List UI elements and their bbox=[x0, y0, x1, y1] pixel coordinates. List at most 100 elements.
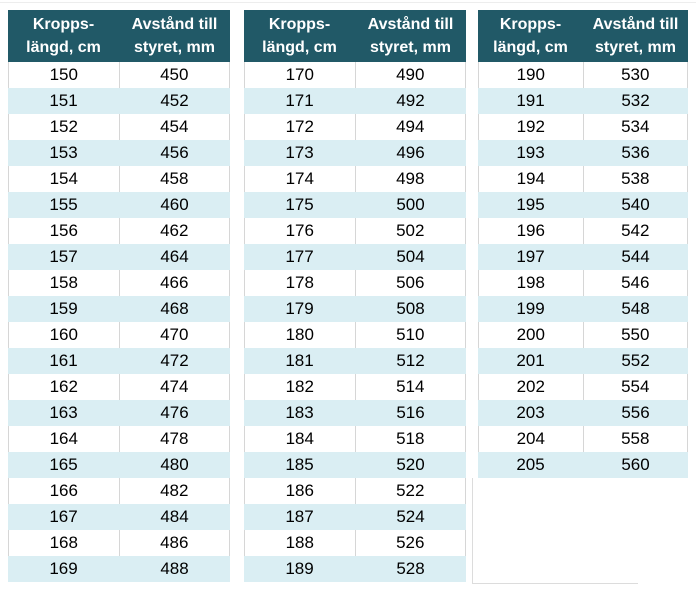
table-cell: 200 bbox=[479, 322, 584, 348]
table-cell: 192 bbox=[479, 114, 584, 140]
table-row: 191 532 bbox=[478, 88, 688, 114]
table-row: 150 450 bbox=[8, 62, 230, 88]
table-row: 204 558 bbox=[478, 426, 688, 452]
table-header-row: Kropps- längd, cm Avstånd till styret, m… bbox=[8, 10, 230, 62]
table-cell: 189 bbox=[285, 559, 314, 578]
table-cell: 520 bbox=[396, 455, 425, 474]
table-row: 159 468 bbox=[8, 296, 230, 322]
gridline-artifact bbox=[472, 583, 638, 584]
table-row: 154 458 bbox=[8, 166, 230, 192]
table-cell: 526 bbox=[356, 530, 466, 556]
table-cell: 498 bbox=[356, 166, 466, 192]
table-cell: 538 bbox=[584, 166, 688, 192]
table-cell: 496 bbox=[396, 143, 425, 162]
table-row: 171 492 bbox=[244, 88, 466, 114]
table-cell: 154 bbox=[9, 166, 120, 192]
size-table-170-189: Kropps- längd, cm Avstånd till styret, m… bbox=[244, 10, 466, 582]
table-cell: 512 bbox=[396, 351, 425, 370]
table-cell: 187 bbox=[285, 507, 314, 526]
table-row: 185 520 bbox=[244, 452, 466, 478]
table-row: 167 484 bbox=[8, 504, 230, 530]
table-header-row: Kropps- längd, cm Avstånd till styret, m… bbox=[478, 10, 688, 62]
column-header-body-height: Kropps- längd, cm bbox=[478, 10, 583, 62]
table-cell: 522 bbox=[356, 478, 466, 504]
column-header-body-height: Kropps- längd, cm bbox=[244, 10, 355, 62]
table-cell: 196 bbox=[479, 218, 584, 244]
gridline-artifact bbox=[472, 478, 473, 584]
table-row: 163 476 bbox=[8, 400, 230, 426]
table-row: 180 510 bbox=[244, 322, 466, 348]
table-cell: 544 bbox=[621, 247, 650, 266]
table-cell: 468 bbox=[160, 299, 189, 318]
table-cell: 159 bbox=[49, 299, 78, 318]
table-row: 169 488 bbox=[8, 556, 230, 582]
column-header-handlebar-distance: Avstånd till styret, mm bbox=[583, 10, 688, 62]
table-cell: 197 bbox=[516, 247, 545, 266]
table-cell: 556 bbox=[621, 403, 650, 422]
table-cell: 198 bbox=[479, 270, 584, 296]
table-cell: 474 bbox=[120, 374, 230, 400]
table-row: 153 456 bbox=[8, 140, 230, 166]
table-cell: 151 bbox=[49, 91, 78, 110]
table-row: 177 504 bbox=[244, 244, 466, 270]
table-cell: 476 bbox=[160, 403, 189, 422]
column-header-body-height: Kropps- längd, cm bbox=[8, 10, 119, 62]
header-line: längd, cm bbox=[262, 39, 337, 56]
table-cell: 492 bbox=[396, 91, 425, 110]
table-row: 155 460 bbox=[8, 192, 230, 218]
table-cell: 201 bbox=[516, 351, 545, 370]
header-line: Avstånd till bbox=[592, 16, 679, 33]
table-row: 158 466 bbox=[8, 270, 230, 296]
table-cell: 185 bbox=[285, 455, 314, 474]
table-body: 190 530 191 532 192 534 193 536 194 538 195 540 196 5… bbox=[478, 62, 688, 478]
table-cell: 170 bbox=[245, 62, 356, 88]
table-cell: 488 bbox=[160, 559, 189, 578]
table-cell: 175 bbox=[285, 195, 314, 214]
table-cell: 160 bbox=[9, 322, 120, 348]
table-cell: 202 bbox=[479, 374, 584, 400]
table-cell: 173 bbox=[285, 143, 314, 162]
table-cell: 514 bbox=[356, 374, 466, 400]
table-cell: 191 bbox=[516, 91, 545, 110]
table-cell: 183 bbox=[285, 403, 314, 422]
table-cell: 184 bbox=[245, 426, 356, 452]
table-cell: 506 bbox=[356, 270, 466, 296]
table-row: 184 518 bbox=[244, 426, 466, 452]
table-cell: 194 bbox=[479, 166, 584, 192]
table-cell: 490 bbox=[356, 62, 466, 88]
header-line: längd, cm bbox=[493, 39, 568, 56]
table-cell: 534 bbox=[584, 114, 688, 140]
table-cell: 155 bbox=[49, 195, 78, 214]
table-cell: 462 bbox=[120, 218, 230, 244]
table-row: 174 498 bbox=[244, 166, 466, 192]
table-row: 157 464 bbox=[8, 244, 230, 270]
table-row: 170 490 bbox=[244, 62, 466, 88]
table-cell: 546 bbox=[584, 270, 688, 296]
table-row: 205 560 bbox=[478, 452, 688, 478]
table-cell: 204 bbox=[479, 426, 584, 452]
header-line: Kropps- bbox=[268, 16, 331, 33]
table-cell: 542 bbox=[584, 218, 688, 244]
table-row: 186 522 bbox=[244, 478, 466, 504]
table-cell: 190 bbox=[479, 62, 584, 88]
table-cell: 450 bbox=[120, 62, 230, 88]
table-cell: 508 bbox=[396, 299, 425, 318]
table-cell: 510 bbox=[356, 322, 466, 348]
table-row: 165 480 bbox=[8, 452, 230, 478]
table-cell: 554 bbox=[584, 374, 688, 400]
header-line: Kropps- bbox=[32, 16, 95, 33]
table-cell: 165 bbox=[49, 455, 78, 474]
table-cell: 502 bbox=[356, 218, 466, 244]
table-cell: 482 bbox=[120, 478, 230, 504]
table-row: 152 454 bbox=[8, 114, 230, 140]
table-cell: 470 bbox=[120, 322, 230, 348]
table-cell: 480 bbox=[160, 455, 189, 474]
table-cell: 171 bbox=[285, 91, 314, 110]
table-row: 151 452 bbox=[8, 88, 230, 114]
table-cell: 486 bbox=[120, 530, 230, 556]
table-cell: 494 bbox=[356, 114, 466, 140]
header-line: längd, cm bbox=[26, 39, 101, 56]
table-row: 175 500 bbox=[244, 192, 466, 218]
table-cell: 152 bbox=[9, 114, 120, 140]
table-cell: 552 bbox=[621, 351, 650, 370]
